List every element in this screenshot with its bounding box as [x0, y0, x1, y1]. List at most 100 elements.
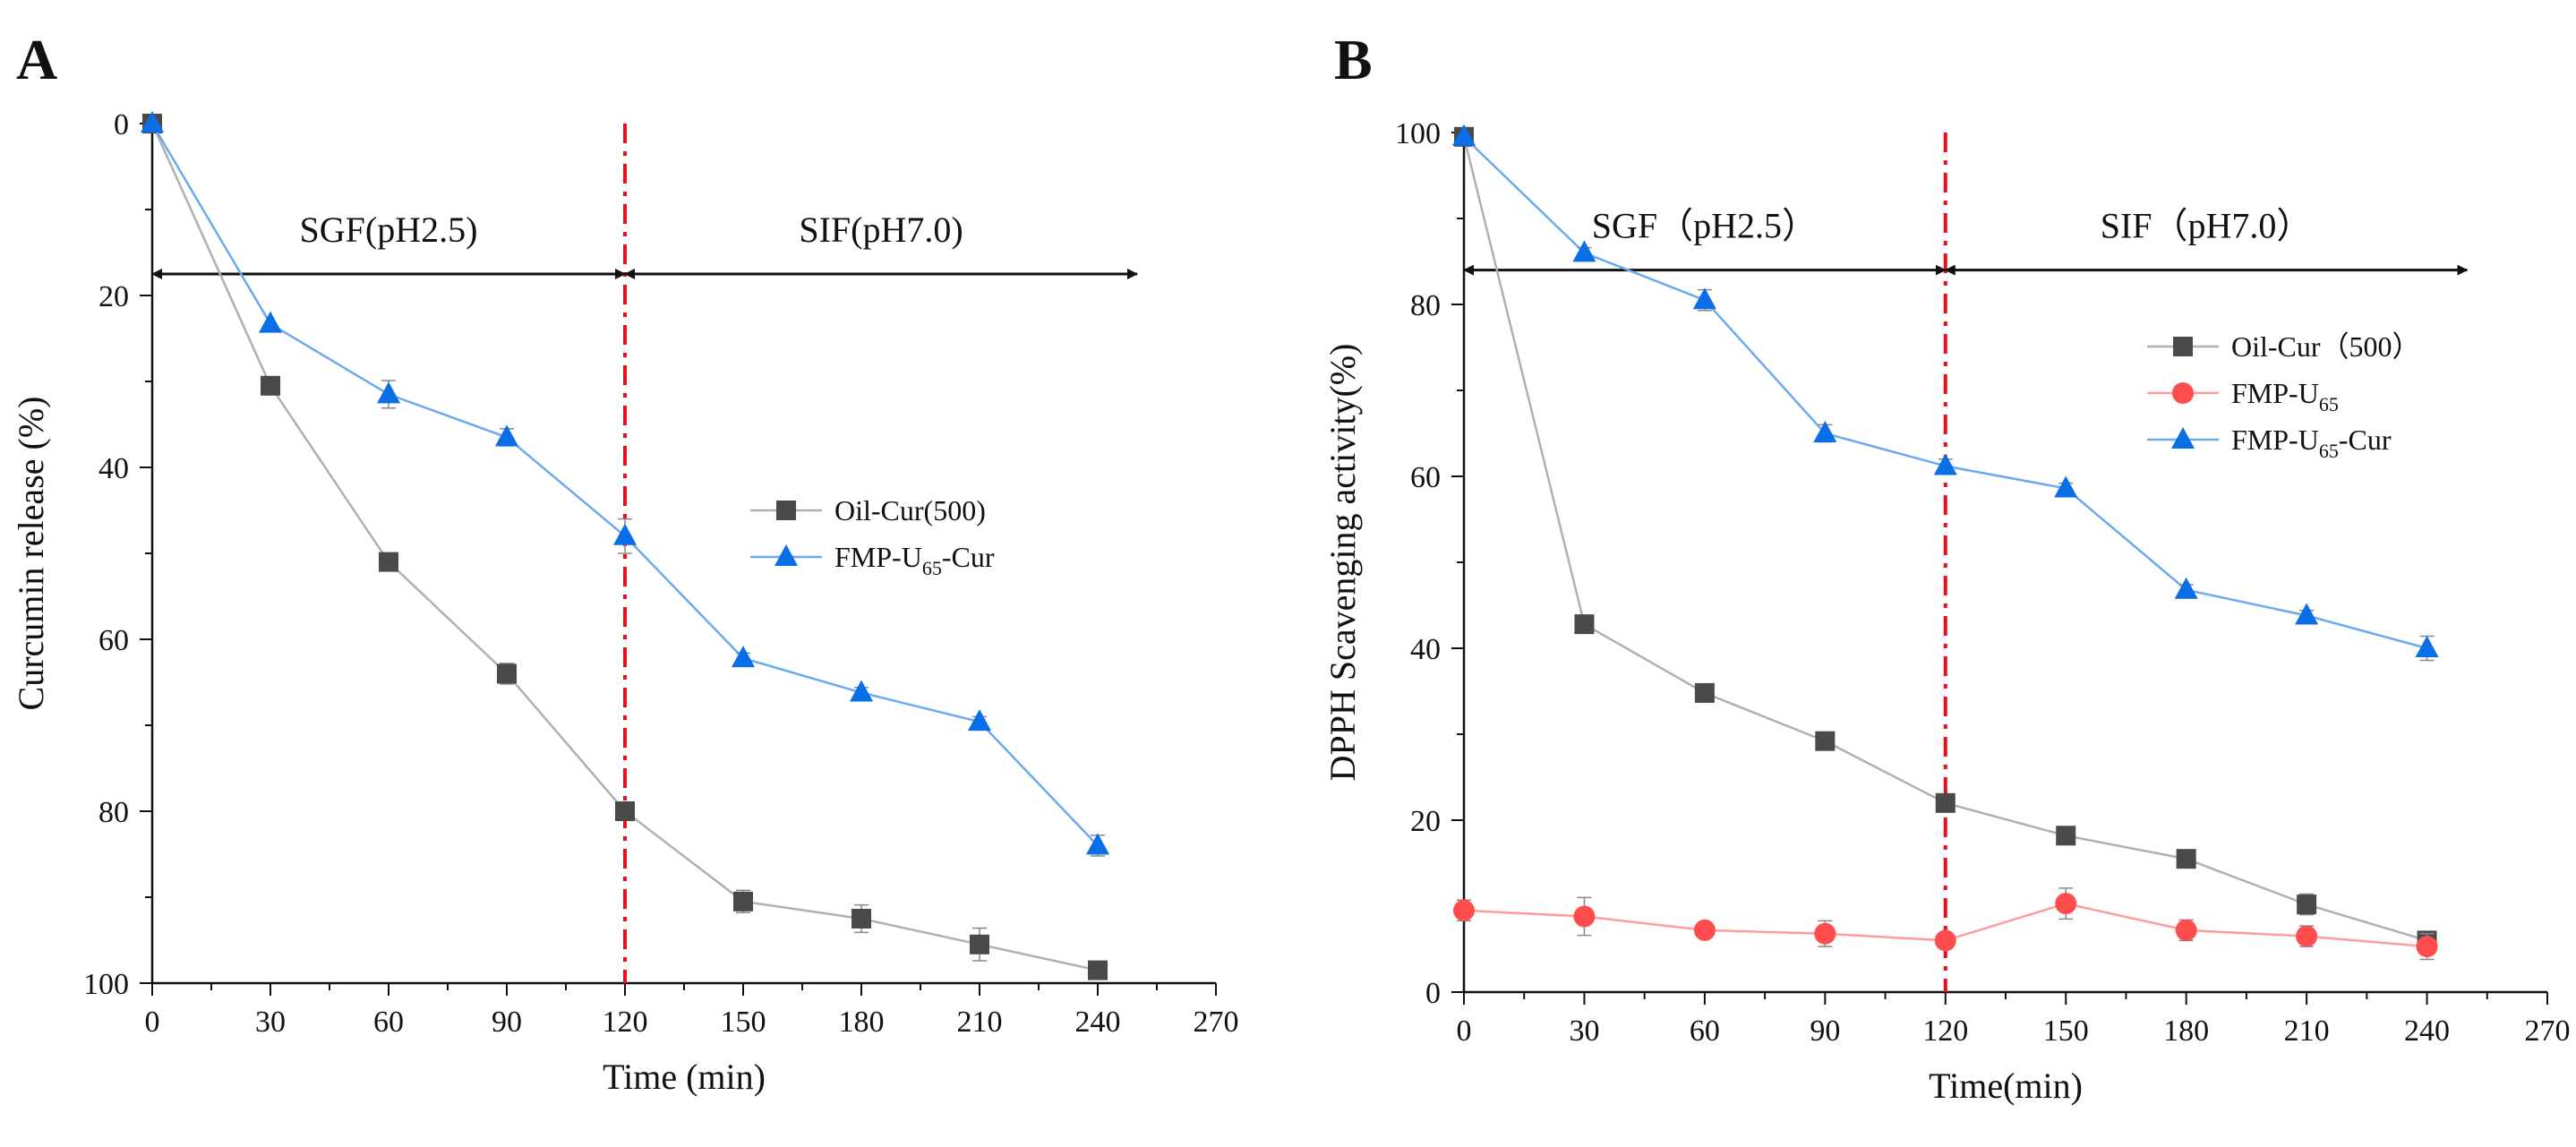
x-tick-label: 90 [1810, 1014, 1840, 1048]
data-point [2055, 893, 2077, 915]
y-tick-label: 20 [98, 280, 129, 313]
data-point [1815, 731, 1836, 751]
panel-label: B [1334, 28, 1373, 91]
data-point [970, 934, 989, 954]
x-tick-label: 270 [2525, 1014, 2571, 1048]
y-tick-label: 60 [98, 624, 129, 657]
y-tick-label: 40 [1410, 633, 1441, 666]
x-tick-label: 30 [1569, 1014, 1599, 1048]
data-point [2296, 925, 2318, 947]
data-point [613, 523, 637, 545]
data-point [2056, 826, 2076, 846]
data-point [1572, 240, 1596, 262]
data-point [377, 381, 400, 404]
y-tick-label: 40 [98, 452, 129, 485]
y-tick-label: 80 [98, 796, 129, 829]
x-tick-label: 120 [603, 1006, 648, 1039]
x-tick-label: 240 [2404, 1014, 2450, 1048]
legend-label-subscript: 65 [922, 557, 942, 579]
data-point [497, 663, 517, 684]
series-triangle [1452, 124, 2439, 662]
legend-label-subscript: 65 [2319, 440, 2339, 462]
legend-marker [2172, 382, 2194, 404]
data-point [261, 375, 280, 396]
legend-marker [2171, 427, 2195, 449]
data-point [1693, 919, 1716, 941]
data-point [1086, 833, 1109, 855]
data-point [2416, 936, 2438, 958]
x-tick-label: 0 [145, 1006, 160, 1039]
x-axis-title: Time(min) [1929, 1066, 2083, 1106]
x-tick-label: 90 [492, 1006, 522, 1039]
x-tick-label: 60 [373, 1006, 404, 1039]
data-point [1088, 960, 1108, 980]
legend-marker [2173, 337, 2193, 356]
data-point [2054, 475, 2078, 498]
legend: Oil-Cur(500) FMP-U65-Cur [750, 494, 995, 579]
legend-label: FMP-U65 [2231, 377, 2339, 415]
x-tick-label: 180 [839, 1006, 885, 1039]
data-point [141, 111, 164, 133]
x-tick-label: 150 [721, 1006, 766, 1039]
data-point [2176, 849, 2196, 869]
x-axis-title: Time (min) [603, 1057, 766, 1097]
x-tick-label: 30 [255, 1006, 286, 1039]
legend-label-suffix: -Cur [2339, 424, 2392, 456]
data-point [1814, 922, 1836, 945]
phase-label: SIF(pH7.0) [799, 210, 963, 250]
y-tick-label: 0 [1425, 977, 1441, 1010]
data-point [2174, 577, 2198, 599]
x-tick-label: 60 [1690, 1014, 1720, 1048]
legend-label-subscript: 65 [2319, 393, 2339, 415]
legend-label-text: FMP-U [2231, 424, 2319, 456]
series-circle [1453, 887, 2438, 961]
data-point [495, 424, 518, 447]
chart-panel-b: B 0 30 60 90 120 150 180 210 240 270 0 20 40 60 80 100 Ti… [1322, 28, 2571, 1106]
y-tick-label: 20 [1410, 805, 1441, 838]
data-point [733, 891, 753, 912]
legend-label-text: Oil-Cur(500) [834, 494, 986, 526]
data-point [1573, 905, 1596, 928]
data-point [732, 646, 755, 668]
data-point [2415, 636, 2439, 657]
x-tick-label: 150 [2043, 1014, 2089, 1048]
data-point [1574, 614, 1595, 635]
y-tick-label: 0 [114, 108, 129, 141]
data-point [259, 311, 282, 333]
data-point [2175, 919, 2197, 941]
panel-label: A [16, 28, 57, 91]
data-point [1934, 929, 1956, 952]
data-point [1933, 453, 1957, 475]
legend-label: FMP-U65-Cur [2231, 424, 2392, 462]
data-point [615, 801, 635, 821]
phase-label: SGF(pH2.5) [300, 210, 478, 250]
x-tick-label: 210 [2284, 1014, 2330, 1048]
x-tick-label: 0 [1457, 1014, 1472, 1048]
y-tick-label: 100 [1395, 117, 1441, 150]
data-point [2295, 603, 2319, 625]
series-triangle [141, 111, 1109, 857]
data-point [1935, 792, 1956, 813]
data-point [850, 680, 873, 702]
data-point [1453, 899, 1475, 921]
y-tick-label: 100 [83, 968, 129, 1001]
x-tick-label: 270 [1194, 1006, 1239, 1039]
legend-label-suffix: -Cur [942, 541, 995, 573]
data-point [852, 909, 871, 929]
legend-marker [775, 544, 798, 566]
legend-label-text: FMP-U [834, 541, 922, 573]
legend-label-text: Oil-Cur（500） [2231, 330, 2421, 363]
chart-panel-a: A 0 30 60 90 120 150 180 210 240 270 0 20 40 60 80 100 Ti… [11, 28, 1239, 1097]
phase-label: SGF（pH2.5） [1592, 206, 1818, 246]
legend-label: Oil-Cur（500） [2231, 330, 2421, 363]
data-point [1452, 124, 1476, 146]
legend-label: FMP-U65-Cur [834, 541, 995, 579]
x-tick-label: 180 [2163, 1014, 2209, 1048]
data-point [379, 552, 398, 572]
data-point [1692, 287, 1716, 310]
x-tick-label: 240 [1075, 1006, 1121, 1039]
data-point [2297, 894, 2317, 915]
y-tick-label: 60 [1410, 461, 1441, 494]
